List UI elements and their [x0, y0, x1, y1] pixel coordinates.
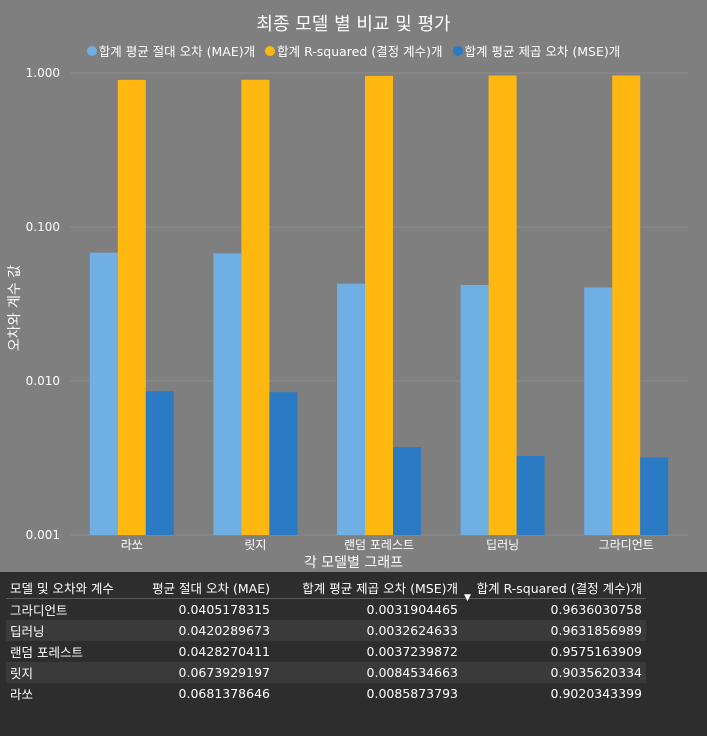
data-table: 모델 및 오차와 계수 평균 절대 오차 (MAE) 합계 평균 제곱 오차 (… [6, 576, 646, 704]
y-tick-label: 0.001 [26, 528, 60, 542]
legend-label-r2: 합계 R-squared (결정 계수)개 [277, 44, 443, 59]
table-cell-model: 랜덤 포레스트 [10, 645, 83, 660]
bar-mse[interactable] [269, 392, 298, 535]
data-table-panel: 모델 및 오차와 계수 평균 절대 오차 (MAE) 합계 평균 제곱 오차 (… [0, 572, 707, 736]
bar-mae[interactable] [213, 253, 242, 535]
bar-r2[interactable] [241, 79, 270, 535]
table-header-row: 모델 및 오차와 계수 평균 절대 오차 (MAE) 합계 평균 제곱 오차 (… [6, 576, 646, 599]
table-row[interactable]: 딥러닝 0.0420289673 0.0032624633 0.96318569… [6, 620, 646, 641]
y-tick-label: 0.010 [26, 374, 60, 388]
y-tick-label: 1.000 [26, 66, 60, 80]
legend-item-mse[interactable]: 합계 평균 제곱 오차 (MSE)개 [452, 41, 621, 60]
bar-r2[interactable] [117, 79, 146, 536]
sort-descending-icon[interactable]: ▼ [464, 593, 471, 603]
bar-r2[interactable] [612, 75, 641, 536]
bar-mse[interactable] [640, 457, 669, 535]
table-cell-mse: 0.0037239872 [366, 644, 458, 659]
table-row[interactable]: 랜덤 포레스트 0.0428270411 0.0037239872 0.9575… [6, 641, 646, 662]
bar-mae[interactable] [337, 283, 365, 535]
x-axis-title: 각 모델별 그래프 [303, 555, 404, 571]
column-header-r2[interactable]: 합계 R-squared (결정 계수)개 [476, 580, 642, 596]
legend-item-mae[interactable]: 합계 평균 절대 오차 (MAE)개 [86, 41, 256, 60]
table-cell-mse: 0.0032624633 [366, 623, 458, 638]
column-header-mse[interactable]: 합계 평균 제곱 오차 (MSE)개 [302, 580, 458, 596]
x-tick-label: 딥러닝 [486, 538, 519, 552]
legend-label-mse: 합계 평균 제곱 오차 (MSE)개 [464, 44, 621, 59]
table-cell-mse: 0.0085873793 [366, 686, 458, 701]
table-cell-mae: 0.0681378646 [178, 686, 270, 701]
legend-item-r2[interactable]: 합계 R-squared (결정 계수)개 [265, 41, 443, 60]
bar-r2[interactable] [365, 75, 393, 536]
table-row[interactable]: 라쏘 0.0681378646 0.0085873793 0.902034339… [6, 683, 646, 704]
bar-chart: 0.001 0.010 0.100 1.000 라쏘 릿지 랜덤 포레스트 딥러닝 그라디언트 [26, 66, 688, 552]
legend: 합계 평균 절대 오차 (MAE)개 합계 R-squared (결정 계수)개… [0, 41, 707, 60]
table-cell-mse: 0.0084534663 [366, 665, 458, 680]
bar-mse[interactable] [145, 391, 174, 535]
legend-label-mae: 합계 평균 절대 오차 (MAE)개 [98, 44, 256, 59]
bar-mse[interactable] [516, 455, 545, 535]
table-cell-r2: 0.9020343399 [550, 686, 642, 701]
bar-mae[interactable] [584, 287, 613, 535]
column-header-mae[interactable]: 평균 절대 오차 (MAE) [152, 580, 270, 596]
table-cell-model: 딥러닝 [10, 624, 45, 639]
bar-mse[interactable] [393, 447, 421, 535]
chart-title: 최종 모델 별 비교 및 평가 [256, 14, 451, 35]
x-tick-label: 그라디언트 [599, 538, 654, 552]
x-tick-label: 릿지 [244, 538, 266, 552]
table-cell-mae: 0.0420289673 [178, 623, 270, 638]
legend-dot-r2 [265, 45, 276, 56]
table-cell-model: 라쏘 [10, 687, 34, 702]
column-header-model[interactable]: 모델 및 오차와 계수 [10, 580, 114, 596]
table-cell-mae: 0.0405178315 [178, 602, 270, 617]
table-cell-r2: 0.9035620334 [550, 665, 642, 680]
table-cell-mae: 0.0673929197 [178, 665, 270, 680]
table-cell-r2: 0.9636030758 [550, 602, 642, 617]
table-row[interactable]: 릿지 0.0673929197 0.0084534663 0.903562033… [6, 662, 646, 683]
bar-r2[interactable] [488, 75, 517, 535]
legend-dot-mse [452, 45, 463, 56]
table-cell-r2: 0.9631856989 [550, 623, 642, 638]
table-cell-model: 릿지 [10, 666, 34, 681]
y-tick-label: 0.100 [26, 220, 60, 234]
chart-panel: 0.001 0.010 0.100 1.000 라쏘 릿지 랜덤 포레스트 딥러닝 그라디언트 … [0, 0, 707, 572]
table-row[interactable]: 그라디언트 0.0405178315 0.0031904465 0.963603… [6, 598, 646, 620]
bar-mae[interactable] [460, 284, 489, 535]
x-tick-label: 랜덤 포레스트 [344, 538, 414, 552]
bar-mae[interactable] [89, 252, 118, 535]
y-axis-title: 오차와 계수 값 [7, 264, 23, 352]
table-cell-model: 그라디언트 [10, 603, 68, 618]
legend-dot-mae [86, 45, 97, 56]
x-tick-label: 라쏘 [121, 538, 143, 552]
table-cell-r2: 0.9575163909 [550, 644, 642, 659]
table-cell-mae: 0.0428270411 [178, 644, 270, 659]
table-cell-mse: 0.0031904465 [366, 602, 458, 617]
